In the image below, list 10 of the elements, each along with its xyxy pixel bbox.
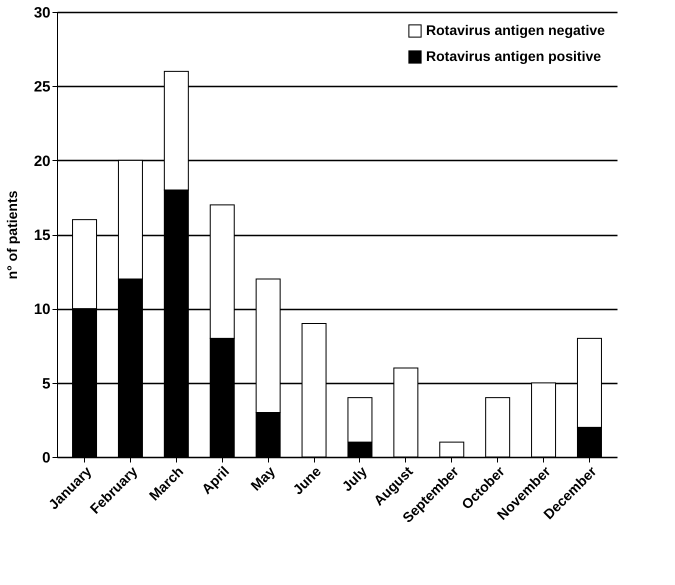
y-tick-label: 0 [42, 450, 50, 466]
legend-label: Rotavirus antigen negative [426, 22, 606, 38]
y-axis-title: n° of patients [4, 190, 20, 280]
y-tick-label: 25 [34, 78, 50, 96]
y-tick-label: 10 [34, 301, 50, 318]
y-tick-label: 5 [42, 375, 50, 392]
y-tick-label: 30 [34, 4, 50, 22]
y-tick-label: 15 [34, 227, 50, 244]
legend-label: Rotavirus antigen positive [426, 48, 602, 64]
y-tick-label: 20 [34, 152, 50, 170]
